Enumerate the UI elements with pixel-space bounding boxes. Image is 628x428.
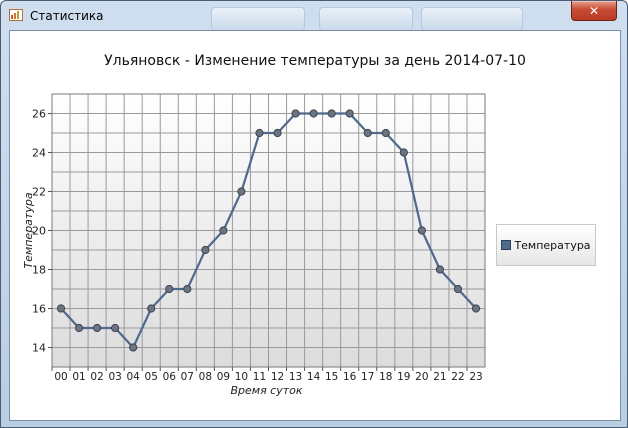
x-tick-label: 01: [72, 371, 85, 383]
data-point: [92, 323, 102, 333]
x-tick-label: 23: [469, 371, 482, 383]
data-point: [453, 284, 463, 294]
data-point: [147, 304, 156, 313]
data-point: [471, 304, 481, 313]
data-point: [381, 128, 390, 138]
x-tick-label: 06: [163, 371, 177, 383]
data-point: [363, 128, 372, 138]
close-icon: ✕: [588, 3, 600, 18]
line-chart: 14 16 18 20 22 24 26 00 01 02 03 04 05 06 07 08 09 10 11 12…: [22, 93, 486, 397]
window-title: Статистика: [30, 9, 104, 23]
data-point: [74, 323, 84, 333]
x-tick-label: 07: [181, 371, 194, 383]
x-tick-label: 14: [307, 371, 321, 383]
series-line: [60, 112, 477, 349]
y-tick-label: 20: [32, 225, 46, 238]
data-point: [435, 265, 445, 274]
title-bar[interactable]: Статистика ✕: [1, 1, 627, 31]
x-tick-label: 11: [253, 371, 266, 383]
y-tick-label: 22: [32, 186, 46, 199]
x-tick-label: 17: [361, 371, 374, 383]
x-tick-label: 10: [235, 371, 248, 383]
x-tick-label: 19: [397, 371, 410, 383]
data-point: [327, 109, 336, 118]
x-tick-label: 20: [415, 371, 428, 383]
x-tick-label: 00: [54, 371, 67, 383]
data-point: [399, 148, 408, 157]
background-window-strip: [319, 7, 413, 31]
data-point: [129, 343, 138, 352]
data-point: [273, 128, 282, 138]
x-tick-label: 15: [325, 371, 338, 383]
data-point: [201, 245, 210, 255]
x-tick-label: 09: [217, 371, 230, 383]
data-point: [56, 304, 66, 313]
x-tick-label: 21: [433, 371, 446, 383]
x-tick-label: 16: [343, 371, 357, 383]
y-tick-label: 14: [32, 342, 46, 355]
data-point: [237, 187, 246, 196]
chart-app-icon: [9, 8, 23, 22]
y-axis-label: Температура: [22, 192, 35, 268]
legend-swatch: [501, 240, 512, 250]
data-point: [417, 226, 426, 235]
chart-legend: Температура: [496, 224, 596, 266]
data-point: [345, 109, 354, 118]
legend-label: Температура: [514, 238, 591, 252]
x-tick-label: 13: [289, 371, 302, 383]
x-tick-label: 08: [199, 371, 212, 383]
background-window-strip: [211, 7, 305, 31]
close-button[interactable]: ✕: [571, 1, 617, 21]
x-axis-label: Время суток: [230, 384, 302, 397]
data-point: [291, 109, 300, 118]
data-point: [309, 109, 318, 118]
data-point: [183, 284, 192, 294]
x-tick-label: 04: [126, 371, 140, 383]
x-tick-label: 18: [379, 371, 392, 383]
data-point: [165, 284, 174, 294]
x-tick-label: 02: [90, 371, 103, 383]
background-window-strip: [421, 7, 523, 31]
data-point: [255, 128, 264, 138]
y-tick-label: 26: [32, 108, 46, 121]
data-point: [219, 226, 228, 235]
y-tick-label: 18: [32, 264, 46, 277]
y-tick-label: 16: [32, 303, 46, 316]
chart-title: Ульяновск - Изменение температуры за ден…: [104, 53, 526, 69]
x-tick-label: 12: [271, 371, 284, 383]
data-point: [111, 323, 120, 333]
x-tick-label: 22: [451, 371, 464, 383]
chart-area: Ульяновск - Изменение температуры за ден…: [9, 30, 621, 421]
y-tick-label: 24: [32, 147, 46, 160]
x-tick-label: 05: [145, 371, 158, 383]
x-tick-label: 03: [108, 371, 121, 383]
